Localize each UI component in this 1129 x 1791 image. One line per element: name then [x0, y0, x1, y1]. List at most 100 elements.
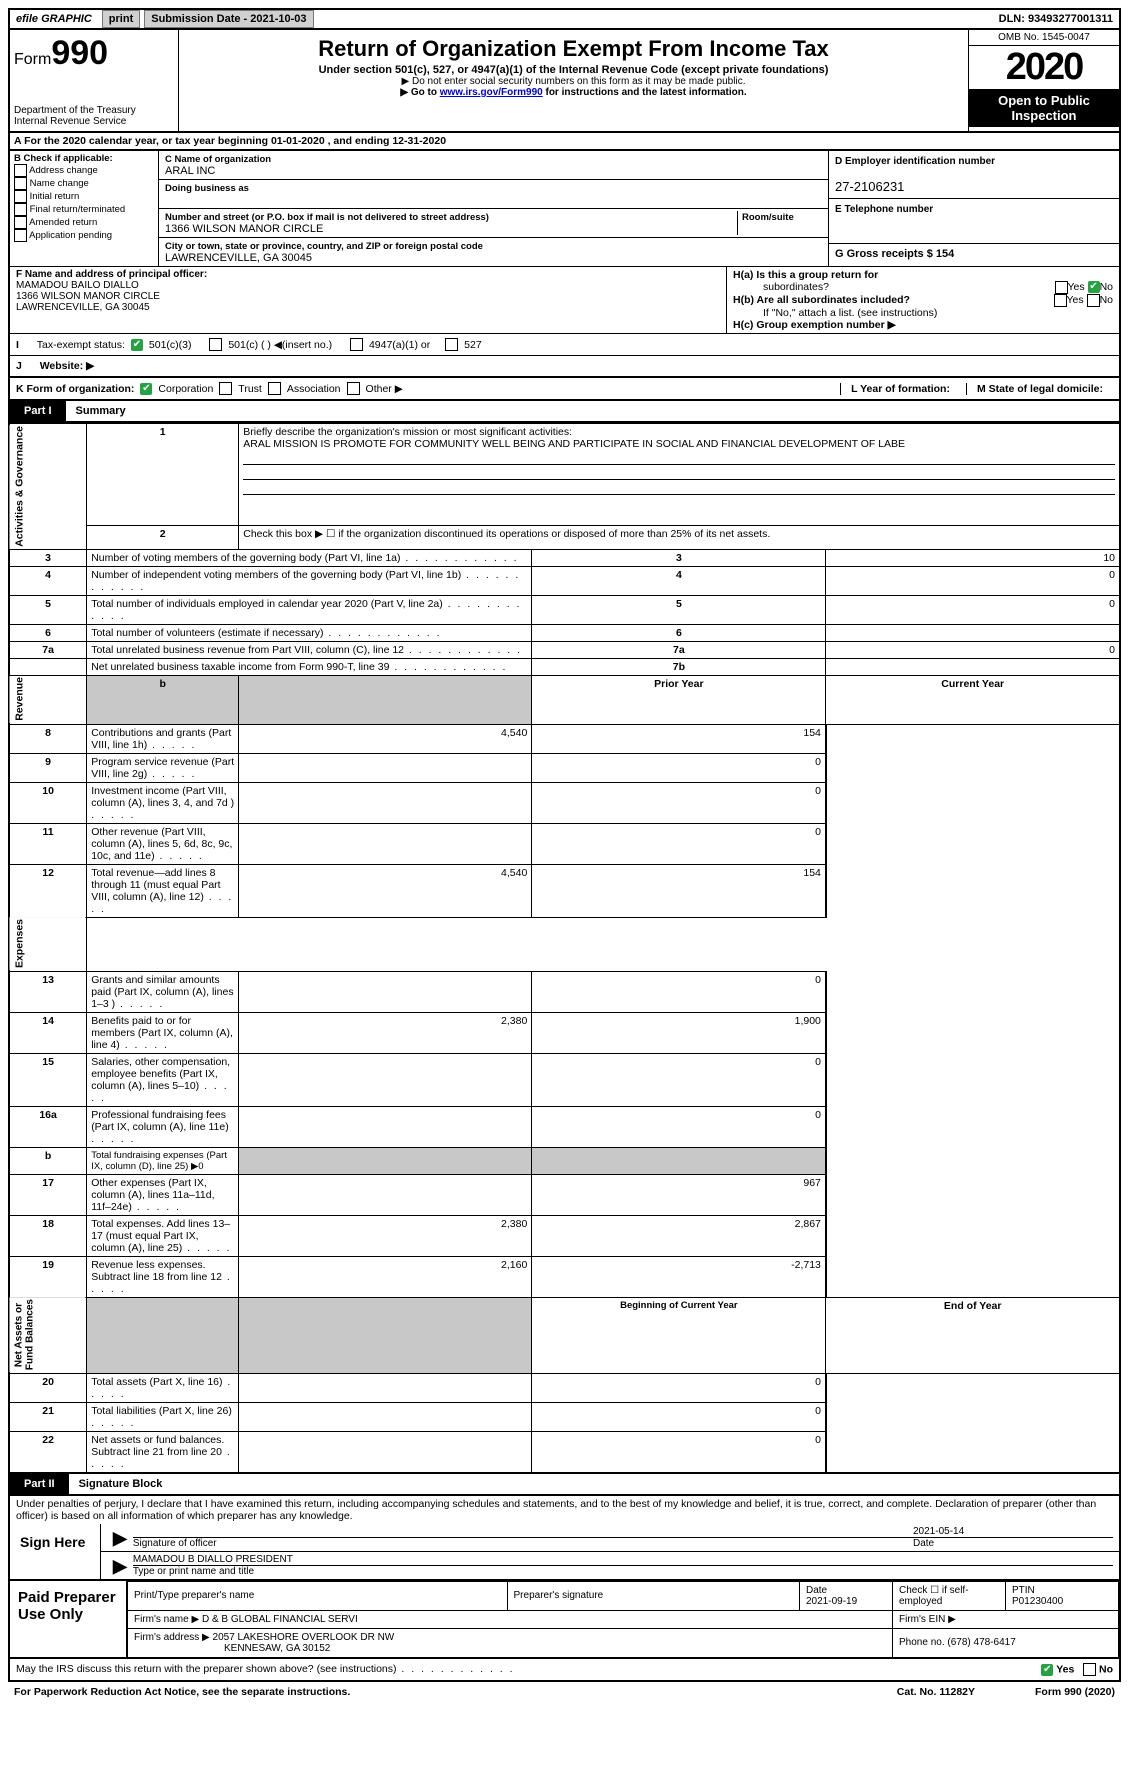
form-subtitle: Under section 501(c), 527, or 4947(a)(1)… — [183, 64, 964, 76]
prep-name-label: Print/Type preparer's name — [128, 1581, 508, 1610]
state-domicile-label: M State of legal domicile: — [977, 383, 1103, 395]
sig-date-label: Date — [913, 1538, 934, 1549]
city-label: City or town, state or province, country… — [165, 241, 483, 252]
hb-label: H(b) Are all subordinates included? — [733, 294, 1054, 307]
efile-label: efile GRAPHIC — [10, 11, 98, 27]
gross-label: G Gross receipts $ 154 — [835, 248, 954, 260]
hc-label: H(c) Group exemption number ▶ — [733, 319, 896, 331]
chk-amended[interactable]: Amended return — [14, 216, 154, 229]
year-formation-label: L Year of formation: — [851, 383, 950, 395]
f-label: F Name and address of principal officer: — [16, 269, 207, 280]
part-ii-tag: Part II — [10, 1474, 69, 1494]
vlabel-activities: Activities & Governance — [9, 424, 87, 550]
arrow-icon: ▶ — [107, 1556, 133, 1577]
footer-notice: For Paperwork Reduction Act Notice, see … — [8, 1682, 1121, 1702]
officer-city: LAWRENCEVILLE, GA 30045 — [16, 302, 150, 313]
summary-table: Activities & Governance 1 Briefly descri… — [8, 423, 1121, 1474]
ssn-note: ▶ Do not enter social security numbers o… — [183, 76, 964, 87]
row-a-period: A For the 2020 calendar year, or tax yea… — [8, 133, 1121, 151]
q2-text: Check this box ▶ ☐ if the organization d… — [239, 526, 1120, 550]
omb-number: OMB No. 1545-0047 — [969, 30, 1119, 46]
part-ii-title: Signature Block — [69, 1474, 173, 1494]
prep-sig-label: Preparer's signature — [507, 1581, 799, 1610]
chk-final-return[interactable]: Final return/terminated — [14, 203, 154, 216]
hdr-beginning: Beginning of Current Year — [532, 1297, 826, 1373]
part-i-tag: Part I — [10, 401, 66, 421]
org-city: LAWRENCEVILLE, GA 30045 — [165, 252, 312, 264]
form-number: 990 — [51, 34, 108, 72]
block-f-h: F Name and address of principal officer:… — [8, 267, 1121, 334]
submission-date: Submission Date - 2021-10-03 — [144, 10, 313, 28]
dba-label: Doing business as — [165, 183, 249, 194]
open-public: Open to Public Inspection — [969, 89, 1119, 127]
part-i-title: Summary — [66, 401, 136, 421]
sig-officer-label: Signature of officer — [133, 1538, 217, 1549]
firm-phone-label: Phone no. — [899, 1637, 945, 1648]
hdr-prior: Prior Year — [532, 675, 826, 724]
sig-name: MAMADOU B DIALLO PRESIDENT — [133, 1554, 1113, 1566]
chk-name-change[interactable]: Name change — [14, 177, 154, 190]
firm-name-label: Firm's name ▶ — [134, 1614, 199, 1625]
b-header: B Check if applicable: — [14, 153, 113, 164]
paid-preparer-label: Paid Preparer Use Only — [10, 1581, 127, 1657]
hdr-end: End of Year — [826, 1297, 1120, 1373]
form-header: Form990 Department of the Treasury Inter… — [8, 30, 1121, 133]
dept-label: Department of the Treasury Internal Reve… — [14, 105, 174, 127]
part-i-header: Part I Summary — [8, 401, 1121, 423]
vlabel-revenue: Revenue — [9, 675, 87, 724]
dln-label: DLN: 93493277001311 — [993, 11, 1119, 27]
perjury-declaration: Under penalties of perjury, I declare th… — [8, 1496, 1121, 1524]
tax-status-label: Tax-exempt status: — [37, 339, 125, 351]
room-label: Room/suite — [742, 212, 794, 223]
chk-address-change[interactable]: Address change — [14, 164, 154, 177]
cat-no: Cat. No. 11282Y — [897, 1686, 975, 1698]
org-street: 1366 WILSON MANOR CIRCLE — [165, 223, 323, 235]
check-icon: ✔ — [131, 339, 143, 351]
addr-label: Number and street (or P.O. box if mail i… — [165, 212, 489, 223]
q1-text: Briefly describe the organization's miss… — [243, 426, 572, 438]
phone-label: E Telephone number — [835, 204, 933, 215]
goto-note: ▶ Go to www.irs.gov/Form990 for instruct… — [183, 87, 964, 98]
c-name-label: C Name of organization — [165, 154, 271, 165]
website-label: Website: ▶ — [40, 360, 95, 372]
print-button[interactable]: print — [102, 10, 140, 28]
self-employed-label: Check ☐ if self-employed — [893, 1581, 1006, 1610]
hdr-current: Current Year — [826, 675, 1120, 724]
top-bar: efile GRAPHIC print Submission Date - 20… — [8, 8, 1121, 30]
sig-name-label: Type or print name and title — [133, 1566, 254, 1577]
row-i: I Tax-exempt status: ✔ 501(c)(3) 501(c) … — [8, 334, 1121, 356]
prep-date: 2021-09-19 — [806, 1596, 857, 1607]
discuss-question: May the IRS discuss this return with the… — [16, 1663, 515, 1676]
prep-date-label: Date — [806, 1585, 827, 1596]
mission-text: ARAL MISSION IS PROMOTE FOR COMMUNITY WE… — [243, 438, 905, 450]
sign-here-label: Sign Here — [10, 1524, 101, 1579]
tax-year: 2020 — [969, 46, 1119, 89]
officer-street: 1366 WILSON MANOR CIRCLE — [16, 291, 160, 302]
k-label: K Form of organization: — [16, 383, 134, 395]
ptin-label: PTIN — [1012, 1585, 1035, 1596]
row-j: J Website: ▶ — [8, 356, 1121, 378]
section-c: C Name of organizationARAL INC Doing bus… — [159, 151, 828, 266]
chk-initial-return[interactable]: Initial return — [14, 190, 154, 203]
officer-name: MAMADOU BAILO DIALLO — [16, 280, 139, 291]
ha-label: H(a) Is this a group return for — [733, 269, 878, 281]
block-b-c-d: B Check if applicable: Address change Na… — [8, 151, 1121, 267]
check-icon: ✔ — [1041, 1664, 1053, 1676]
irs-link[interactable]: www.irs.gov/Form990 — [440, 87, 543, 98]
chk-app-pending[interactable]: Application pending — [14, 229, 154, 242]
row-k: K Form of organization: ✔ Corporation Tr… — [8, 378, 1121, 401]
section-b: B Check if applicable: Address change Na… — [10, 151, 159, 266]
paperwork-notice: For Paperwork Reduction Act Notice, see … — [14, 1686, 350, 1698]
firm-phone: (678) 478-6417 — [947, 1637, 1015, 1648]
firm-addr2: KENNESAW, GA 30152 — [134, 1643, 330, 1654]
form-word: Form — [14, 51, 51, 68]
signature-block: Sign Here ▶ Signature of officer 2021-05… — [8, 1524, 1121, 1581]
vlabel-net: Net Assets or Fund Balances — [9, 1297, 87, 1373]
firm-addr-label: Firm's address ▶ — [134, 1632, 210, 1643]
ptin-value: P01230400 — [1012, 1596, 1063, 1607]
discuss-row: May the IRS discuss this return with the… — [8, 1659, 1121, 1682]
part-ii-header: Part II Signature Block — [8, 1474, 1121, 1496]
vlabel-expenses: Expenses — [9, 917, 87, 971]
check-icon: ✔ — [140, 383, 152, 395]
check-icon: ✔ — [1088, 281, 1100, 293]
